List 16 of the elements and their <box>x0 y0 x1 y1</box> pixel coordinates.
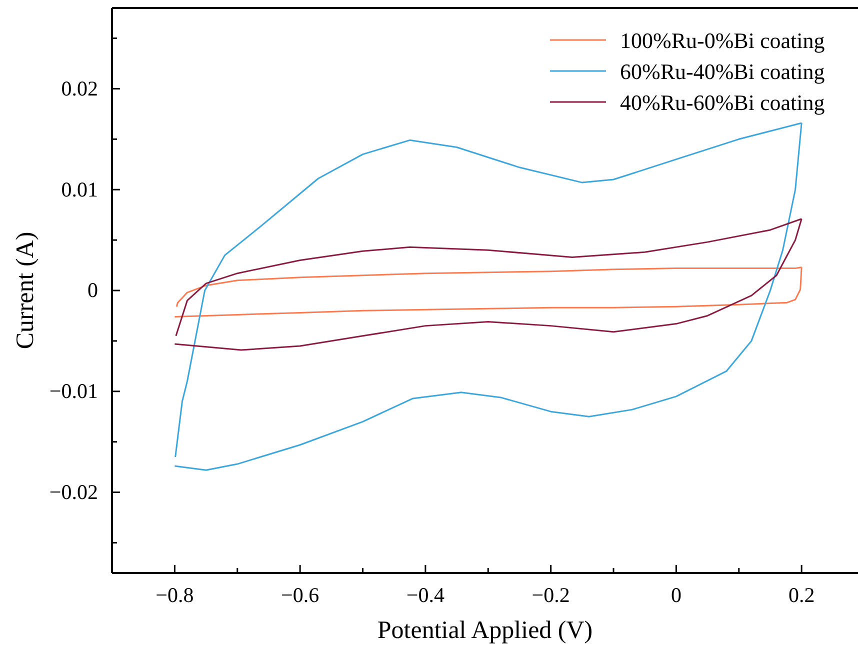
legend-label: 40%Ru-60%Bi coating <box>620 90 825 115</box>
y-tick-label: 0 <box>88 278 98 302</box>
x-tick-label: −0.6 <box>281 582 320 607</box>
y-axis-title: Current (A) <box>12 232 39 350</box>
legend-label: 100%Ru-0%Bi coating <box>620 28 825 53</box>
y-tick-label: 0.02 <box>61 76 98 100</box>
legend-label: 60%Ru-40%Bi coating <box>620 59 825 84</box>
x-axis-title: Potential Applied (V) <box>377 617 593 644</box>
y-tick-label: −0.02 <box>49 480 98 504</box>
x-tick-label: −0.8 <box>156 582 194 607</box>
x-tick-label: 0.2 <box>788 582 815 607</box>
x-tick-label: −0.4 <box>406 582 445 607</box>
x-tick-label: 0 <box>670 582 682 607</box>
x-tick-label: −0.2 <box>532 582 570 607</box>
y-tick-label: −0.01 <box>49 379 98 404</box>
y-tick-label: 0.01 <box>61 177 98 202</box>
